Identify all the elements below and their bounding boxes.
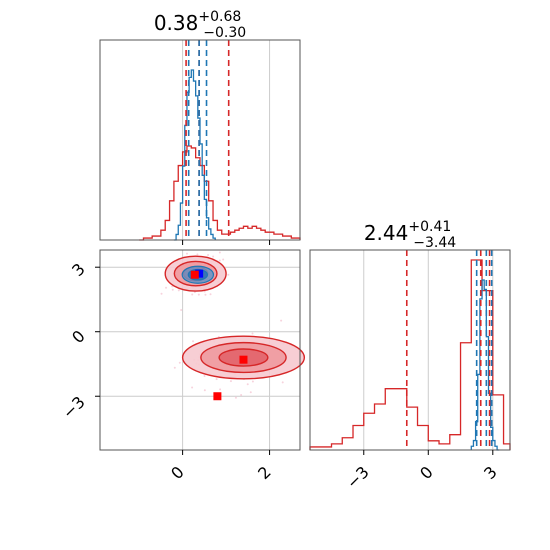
histogram-panel-p0 xyxy=(99,39,301,245)
joint-sample-point xyxy=(234,396,237,399)
joint-marker-0 xyxy=(195,269,204,278)
title-p0-plus: +0.68 xyxy=(198,9,241,25)
joint-sample-point xyxy=(218,251,221,254)
joint-sample-point xyxy=(191,386,194,389)
joint-sample-point xyxy=(165,286,168,289)
x-tick-label-p1-0: 0 xyxy=(416,462,437,483)
histogram-panel-p1 xyxy=(309,249,511,455)
x-tick-label-p0-0: 0 xyxy=(167,462,188,483)
joint-sample-point xyxy=(218,259,221,262)
joint-sample-point xyxy=(197,293,200,296)
joint-sample-point xyxy=(246,383,249,386)
p0-reference-histogram xyxy=(139,145,301,241)
joint-sample-point xyxy=(281,381,284,384)
tick-labels: 0 2 3 0 −3 −3 0 3 xyxy=(59,259,501,492)
title-p1-median: 2.44 xyxy=(364,221,409,245)
joint-sample-point xyxy=(209,293,212,296)
joint-sample-point xyxy=(160,292,163,295)
joint-sample-point xyxy=(249,391,252,394)
joint-sample-point xyxy=(204,293,207,296)
joint-sample-point xyxy=(196,253,199,256)
joint-sample-point xyxy=(280,319,283,322)
joint-sample-point xyxy=(203,375,206,378)
joint-sample-point xyxy=(192,340,195,343)
joint-panel xyxy=(95,249,306,455)
x-tick-label-p0-2: 2 xyxy=(254,462,275,483)
joint-sample-point xyxy=(177,289,180,292)
joint-sample-point xyxy=(219,388,222,391)
joint-sample-point xyxy=(251,380,254,383)
joint-sample-point xyxy=(212,255,215,258)
title-p0-minus: −0.30 xyxy=(203,25,246,41)
joint-sample-point xyxy=(185,252,188,255)
joint-sample-point xyxy=(191,293,194,296)
joint-marker-3 xyxy=(213,392,222,401)
joint-sample-point xyxy=(203,389,206,392)
title-p1-minus: −3.44 xyxy=(413,235,456,251)
p1-frame xyxy=(309,249,511,451)
p0-posterior-histogram xyxy=(173,69,216,241)
joint-sample-point xyxy=(222,258,225,261)
title-p1: 2.44+0.41 −3.44 xyxy=(364,219,456,251)
joint-sample-point xyxy=(207,253,210,256)
x-tick-label-p1-m3: −3 xyxy=(343,462,373,492)
joint-sample-point xyxy=(171,288,174,291)
joint-sample-point xyxy=(178,361,181,364)
joint-marker-2 xyxy=(239,355,248,364)
y-tick-label-p1-0: 0 xyxy=(68,326,89,347)
p0-frame xyxy=(99,39,301,241)
joint-marker-1 xyxy=(190,270,199,279)
joint-frame xyxy=(99,249,301,451)
joint-sample-point xyxy=(227,273,230,276)
joint-sample-point xyxy=(215,378,218,381)
y-tick-label-p1-3: 3 xyxy=(68,259,89,280)
joint-sample-point xyxy=(173,366,176,369)
joint-sample-point xyxy=(251,332,254,335)
joint-sample-point xyxy=(180,309,183,312)
title-p0-median: 0.38 xyxy=(154,11,199,35)
joint-sample-point xyxy=(229,380,232,383)
x-tick-label-p1-3: 3 xyxy=(480,462,501,483)
joint-sample-point xyxy=(240,394,243,397)
p1-posterior-histogram xyxy=(470,279,500,451)
y-tick-label-p1-m3: −3 xyxy=(59,392,89,422)
title-p1-plus: +0.41 xyxy=(408,219,451,235)
title-p0: 0.38+0.68 −0.30 xyxy=(154,9,246,41)
